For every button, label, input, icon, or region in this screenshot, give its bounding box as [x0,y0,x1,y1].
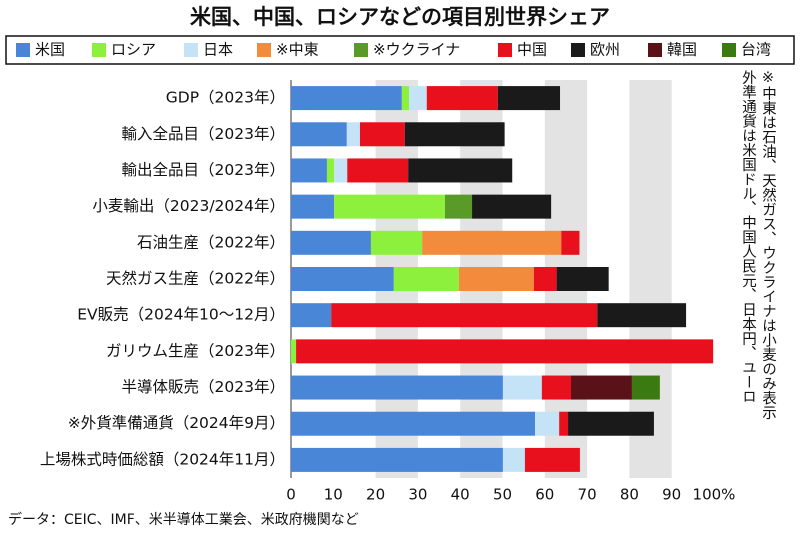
category-label: 半導体販売（2023年） [122,378,285,396]
x-tick-label: 100% [693,486,736,504]
bar-segment [422,230,562,255]
bar-segment [291,194,335,219]
category-label: 輸出全品目（2023年） [122,161,285,179]
legend-label: ※中東 [276,41,319,59]
bar-segment [568,411,654,436]
legend-swatch [16,43,30,57]
category-label: 上場株式時価総額（2024年11月） [40,450,285,468]
bar-segment [346,122,360,147]
bar-segment [326,158,335,183]
legend-label: ロシア [111,41,156,59]
bar-segment [401,86,410,111]
legend-swatch [648,43,662,57]
x-tick-label: 40 [451,486,470,504]
bar-segment [408,158,513,183]
x-tick-label: 70 [578,486,597,504]
x-tick-label: 20 [366,486,385,504]
x-tick-label: 60 [535,486,554,504]
chart-title: 米国、中国、ロシアなどの項目別世界シェア [190,5,610,29]
x-tick-label: 50 [493,486,512,504]
bar-segment [472,194,552,219]
bar-segment [561,230,580,255]
bar-segment [556,267,609,291]
legend-label: 欧州 [590,41,620,59]
legend-swatch [498,43,512,57]
bar-segment [291,86,402,111]
bar-segment [426,86,498,111]
bar-segment [502,447,525,472]
bar-segment [458,267,534,291]
bar-segment [444,194,473,219]
legend-label: 韓国 [667,41,697,59]
bar-segment [334,194,445,219]
bar-segment [291,447,503,472]
bar-segment [359,122,405,147]
bar-segment [409,86,427,111]
legend-label: 米国 [35,41,65,59]
bar-segment [291,303,332,328]
bar-segment [597,303,687,328]
source: データ：CEIC、IMF、米半導体工業会、米政府機関など [8,511,359,528]
bar-segment [571,375,632,400]
note: ※中東は石油、天然ガス、ウクライナは小麦のみ表示 外準通貨は米国ドル、中国人民元、… [738,70,778,510]
legend-label: 日本 [203,41,233,59]
category-label: GDP（2023年） [166,89,285,107]
bar-segment [291,230,371,255]
bar-segment [404,122,505,147]
x-tick-label: 30 [408,486,427,504]
bar-segment [334,158,348,183]
category-label: 石油生産（2022年） [137,233,285,251]
bar-segment [497,86,561,111]
x-tick-label: 0 [286,486,296,504]
note-line: ※中東は石油、天然ガス、ウクライナは小麦のみ表示 [760,70,776,420]
bar-segment [331,303,598,328]
bar-segment [291,339,297,364]
legend-swatch [722,43,736,57]
x-tick-label: 80 [620,486,639,504]
category-label: 天然ガス生産（2022年） [106,270,285,288]
bar-segment [291,267,394,291]
x-tick-label: 10 [324,486,343,504]
bar-segment [393,267,459,291]
bar-segment [291,122,347,147]
legend-swatch [354,43,368,57]
category-label: 輸入全品目（2023年） [122,125,285,143]
legend-label: 中国 [517,41,547,59]
bar-segment [524,447,580,472]
bar-segment [370,230,423,255]
bar-segment [291,411,536,436]
bar-segment [631,375,660,400]
legend-swatch [571,43,585,57]
legend-swatch [92,43,106,57]
bar-segment [502,375,542,400]
bar-segment [541,375,572,400]
x-tick-label: 90 [662,486,681,504]
category-label: EV販売（2024年10～12月） [77,306,285,324]
bar-segment [291,375,503,400]
legend-label: 台湾 [741,41,771,59]
legend-swatch [184,43,198,57]
category-label: ガリウム生産（2023年） [106,342,285,360]
legend-swatch [257,43,271,57]
bar-segment [347,158,409,183]
legend-box [5,35,795,65]
grid-band [629,80,672,478]
category-label: ※外貨準備通貨（2024年9月） [68,414,285,432]
legend-label: ※ウクライナ [373,41,460,59]
bar-segment [291,158,327,183]
bar-segment [559,411,569,436]
bar-segment [535,411,560,436]
note-line: 外準通貨は米国ドル、中国人民元、日本円、ユーロ [740,70,756,404]
category-label: 小麦輸出（2023/2024年） [92,197,285,215]
bar-segment [533,267,557,291]
bar-segment [296,339,714,364]
